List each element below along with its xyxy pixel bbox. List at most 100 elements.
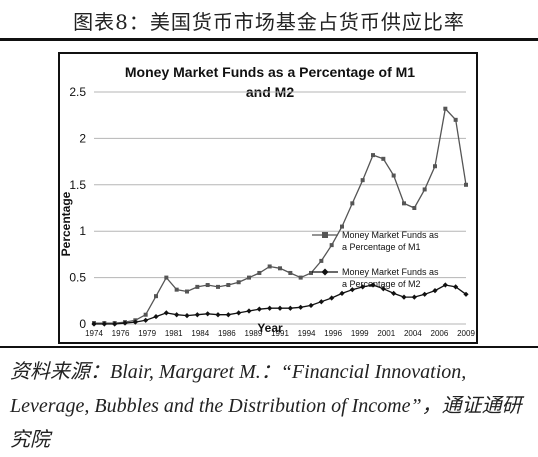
data-point-m2 xyxy=(174,312,180,318)
data-point-m2 xyxy=(163,310,169,316)
data-point-m1 xyxy=(433,164,437,169)
y-axis-label: Percentage xyxy=(59,191,73,256)
data-point-m2 xyxy=(184,313,190,319)
y-tick-label: 2.5 xyxy=(69,85,86,99)
data-point-m1 xyxy=(164,275,169,280)
x-tick-label: 1989 xyxy=(245,329,263,338)
data-point-m1 xyxy=(154,294,158,299)
x-tick-label: 1974 xyxy=(85,329,103,338)
data-point-m2 xyxy=(329,295,335,301)
x-axis-label: Year xyxy=(257,321,283,335)
data-point-m1 xyxy=(391,173,396,178)
data-point-m1 xyxy=(288,270,293,275)
data-point-m1 xyxy=(257,270,262,275)
data-point-m2 xyxy=(101,321,107,327)
data-point-m1 xyxy=(267,264,272,269)
data-point-m2 xyxy=(246,308,252,314)
data-point-m2 xyxy=(91,321,97,327)
data-point-m2 xyxy=(122,320,128,326)
data-point-m1 xyxy=(464,182,468,187)
data-point-m1 xyxy=(453,117,458,122)
top-rule xyxy=(0,38,538,41)
y-tick-label: 2 xyxy=(79,131,86,145)
x-tick-label: 1979 xyxy=(138,329,156,338)
data-point-m1 xyxy=(185,289,189,294)
data-point-m1 xyxy=(278,266,282,271)
data-point-m1 xyxy=(371,153,375,158)
y-tick-label: 0 xyxy=(79,317,86,331)
data-point-m2 xyxy=(225,312,231,318)
x-tick-label: 1976 xyxy=(112,329,130,338)
y-tick-label: 1.5 xyxy=(69,178,86,192)
data-point-m2 xyxy=(401,294,407,300)
data-point-m2 xyxy=(112,321,118,327)
data-point-m1 xyxy=(298,275,303,280)
y-tick-label: 1 xyxy=(79,224,86,238)
x-tick-labels: 1974 1976 1979 1981 1984 1986 1989 1991 1994 1996… xyxy=(85,329,475,338)
data-point-m1 xyxy=(216,284,220,289)
data-point-m2 xyxy=(453,284,459,290)
x-tick-label: 2009 xyxy=(457,329,475,338)
data-point-m2 xyxy=(143,317,149,323)
x-tick-label: 2006 xyxy=(431,329,449,338)
chart-title-line1: Money Market Funds as a Percentage of M1 xyxy=(125,64,415,80)
data-point-m1 xyxy=(174,287,179,292)
data-point-m1 xyxy=(350,201,355,206)
legend-marker-diamond xyxy=(321,268,329,276)
data-point-m1 xyxy=(319,258,324,263)
data-point-m1 xyxy=(360,178,365,183)
data-point-m2 xyxy=(215,312,221,318)
data-point-m2 xyxy=(194,312,200,318)
data-point-m1 xyxy=(226,283,231,288)
data-point-m1 xyxy=(340,224,344,229)
chart-frame xyxy=(58,52,478,344)
legend-label-line1: Money Market Funds as xyxy=(342,230,439,240)
data-point-m2 xyxy=(277,305,283,311)
data-point-m1 xyxy=(422,187,427,192)
data-point-m2 xyxy=(205,311,211,317)
plot-area xyxy=(91,106,469,327)
data-point-m2 xyxy=(370,282,376,288)
data-point-m1 xyxy=(143,312,148,317)
source-note: 资料来源：Blair, Margaret M.：“Financial Innov… xyxy=(10,361,522,451)
data-point-m1 xyxy=(381,156,386,161)
chart-panel: Money Market Funds as a Percentage of M1… xyxy=(58,52,478,344)
legend: Money Market Funds as a Percentage of M1 M… xyxy=(312,230,439,289)
legend-marker-square xyxy=(322,232,328,238)
y-tick-labels: 0 0.5 1 1.5 2 2.5 xyxy=(69,85,86,331)
data-point-m2 xyxy=(349,287,355,293)
data-point-m1 xyxy=(443,106,448,111)
line-chart: Money Market Funds as a Percentage of M1… xyxy=(58,52,478,344)
data-point-m1 xyxy=(309,270,313,275)
y-tick-label: 0.5 xyxy=(69,271,86,285)
legend-label-line2: a Percentage of M1 xyxy=(342,242,421,252)
data-point-m2 xyxy=(308,302,314,309)
x-tick-label: 1994 xyxy=(298,329,316,338)
x-tick-label: 1981 xyxy=(165,329,183,338)
x-tick-label: 1991 xyxy=(271,329,289,338)
gridlines xyxy=(94,91,466,325)
data-point-m1 xyxy=(205,283,210,288)
data-point-m2 xyxy=(153,313,159,320)
x-tick-label: 1986 xyxy=(218,329,236,338)
data-point-m2 xyxy=(442,282,448,288)
data-point-m1 xyxy=(329,243,334,248)
x-tick-label: 1984 xyxy=(191,329,209,338)
data-point-m1 xyxy=(195,284,200,289)
data-point-m2 xyxy=(360,284,366,290)
data-point-m1 xyxy=(236,280,241,285)
x-tick-label: 1999 xyxy=(351,329,369,338)
data-point-m2 xyxy=(411,294,417,300)
figure-title: 图表8：美国货币市场基金占货币供应比率 xyxy=(73,10,465,34)
legend-label-line2: a Percentage of M2 xyxy=(342,279,421,289)
legend-label-line1: Money Market Funds as xyxy=(342,267,439,277)
data-point-m1 xyxy=(402,201,406,206)
data-point-m1 xyxy=(247,275,251,280)
data-point-m2 xyxy=(132,319,138,325)
bottom-rule xyxy=(0,346,538,348)
x-tick-label: 2001 xyxy=(377,329,395,338)
data-point-m1 xyxy=(412,206,417,210)
x-tick-label: 2004 xyxy=(404,329,422,338)
x-tick-label: 1996 xyxy=(324,329,342,338)
data-point-m2 xyxy=(236,310,242,316)
